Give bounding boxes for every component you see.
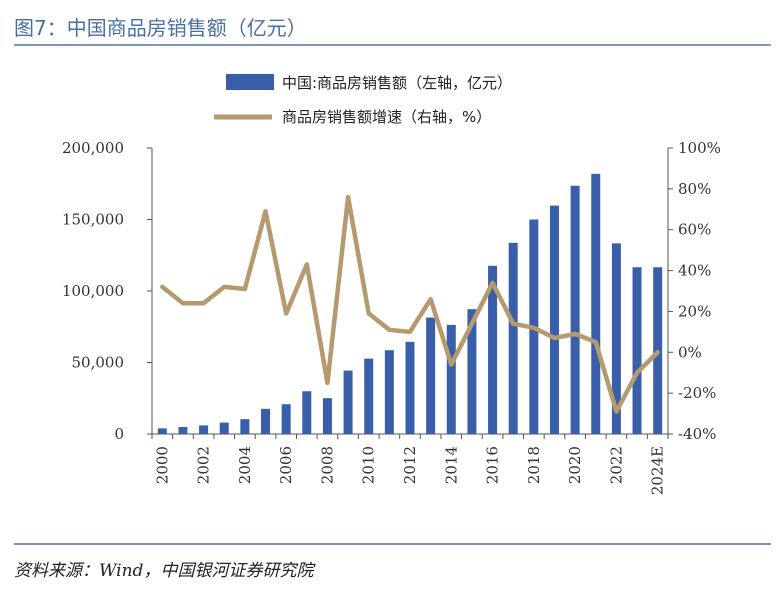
bar [488, 265, 498, 434]
bar [364, 358, 374, 434]
y-left-tick-label: 200,000 [62, 139, 124, 157]
bar [199, 425, 209, 434]
x-tick-label: 2016 [484, 446, 502, 484]
top-rule [14, 44, 771, 46]
legend-bar-label: 中国:商品房销售额（左轴，亿元） [282, 74, 512, 92]
legend-bar-swatch [226, 74, 274, 90]
bar [426, 317, 436, 434]
bar [281, 404, 291, 434]
bar [261, 408, 271, 434]
bar [322, 398, 332, 434]
bar [549, 205, 559, 434]
bar [570, 185, 580, 434]
x-tick-label: 2018 [525, 446, 543, 484]
bar [240, 419, 250, 434]
bar [157, 428, 167, 434]
x-tick-label: 2002 [195, 446, 213, 484]
y-right-tick-label: -40% [678, 425, 716, 443]
bottom-rule [14, 543, 771, 545]
bar [611, 243, 621, 434]
bar [591, 173, 601, 435]
y-left-tick-label: 100,000 [62, 282, 124, 300]
x-tick-label: 2020 [566, 446, 584, 484]
y-left-tick-label: 0 [114, 425, 124, 443]
y-right-tick-label: 100% [678, 139, 721, 157]
y-left-tick-label: 150,000 [62, 211, 124, 229]
bar-series [157, 173, 663, 435]
axes: 0 50,000 100,000 150,000 200,000 -40% -20% 0% 20… [62, 139, 721, 495]
y-right-tick-label: -20% [678, 384, 716, 402]
bar [219, 422, 229, 434]
y-right-tick-label: 0% [678, 343, 702, 361]
figure-title: 图7：中国商品房销售额（亿元） [14, 16, 307, 40]
bar [178, 427, 188, 434]
legend-line-label: 商品房销售额增速（右轴，%） [282, 108, 491, 126]
legend: 中国:商品房销售额（左轴，亿元） 商品房销售额增速（右轴，%） [214, 74, 512, 126]
x-tick-label: 2000 [153, 446, 171, 484]
x-tick-label: 2012 [401, 446, 419, 484]
bar [446, 324, 456, 434]
y-left-tick-label: 50,000 [72, 354, 125, 372]
bar [632, 267, 642, 434]
x-tick-label: 2006 [277, 446, 295, 484]
y-right-tick-label: 60% [678, 221, 711, 239]
x-tick-label: 2010 [360, 446, 378, 484]
bar [302, 391, 312, 434]
x-tick-label: 2004 [236, 446, 254, 484]
x-tick-label: 2014 [442, 446, 460, 484]
line-series [160, 194, 660, 414]
bar [384, 350, 394, 434]
bar [508, 242, 518, 434]
y-right-tick-label: 40% [678, 262, 711, 280]
x-tick-label: 2022 [607, 446, 625, 484]
y-right-tick-label: 20% [678, 302, 711, 320]
bar [467, 309, 477, 434]
source-note: 资料来源：Wind，中国银河证券研究院 [14, 561, 314, 581]
bar [405, 341, 415, 434]
y-right-tick-label: 80% [678, 180, 711, 198]
x-tick-label: 2008 [318, 446, 336, 484]
x-tick-label: 2024E [649, 446, 667, 495]
bar [343, 370, 353, 434]
